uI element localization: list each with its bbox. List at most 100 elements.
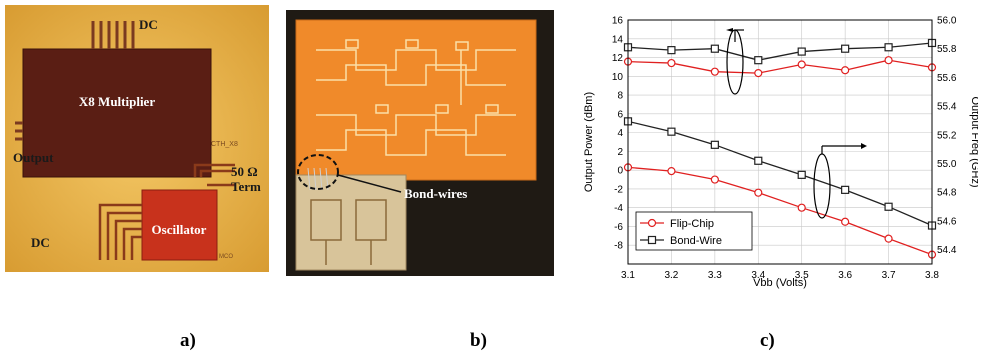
y-right-tick-label: 55.0 [937, 159, 957, 170]
y-tick-label: -8 [614, 241, 623, 252]
y-tick-label: 0 [617, 166, 623, 177]
legend-label-bond-wire: Bond-Wire [670, 235, 722, 247]
chip-photo-b: Bond-wires [286, 10, 554, 276]
y-right-tick-label: 54.8 [937, 188, 957, 199]
x-tick-label: 3.1 [621, 270, 635, 281]
carrier-traces [310, 199, 387, 265]
label-mco: MCO [219, 254, 233, 260]
label-bond-wires: Bond-wires [404, 186, 467, 201]
y-tick-label: 14 [612, 34, 624, 45]
data-point-bond-wire [884, 202, 893, 211]
dc-traces-bottom [98, 203, 142, 260]
data-point-bond-wire [710, 44, 719, 53]
data-point-flip-chip [754, 69, 763, 78]
label-chip-id: CTH_X8 [211, 141, 238, 148]
y-tick-label: 16 [612, 16, 624, 27]
y-right-tick-label: 56.0 [937, 16, 957, 27]
panel-a-chip-photo: DC X8 Multiplier Output CTH_X8 50 Ω Term… [5, 5, 269, 272]
data-point-bond-wire [667, 46, 676, 55]
multiplier-block [22, 48, 212, 178]
annotation-arrow-right-head [861, 143, 867, 149]
x-tick-label: 3.2 [664, 270, 678, 281]
data-point-flip-chip [797, 203, 806, 212]
flip-chip-die [295, 19, 537, 181]
x-tick-label: 3.3 [708, 270, 722, 281]
data-point-bond-wire [754, 56, 763, 65]
y-tick-label: 4 [617, 128, 623, 139]
chart-ticks: 3.1 3.2 3.3 3.4 3.5 3.6 3.7 3.8 16 14 12 10 8 6 4 2 0 -2 -… [612, 16, 957, 282]
data-point-bond-wire [754, 156, 763, 165]
annotation-arrow-left-head [726, 28, 733, 32]
y-right-tick-label: 54.6 [937, 216, 957, 227]
data-point-flip-chip [797, 60, 806, 69]
y-tick-label: -4 [614, 203, 623, 214]
chip-photo-a: DC X8 Multiplier Output CTH_X8 50 Ω Term… [5, 5, 269, 272]
data-point-flip-chip [754, 188, 763, 197]
y-tick-label: 10 [612, 72, 624, 83]
label-output: Output [13, 150, 54, 165]
y-axis-label: Output Power (dBm) [583, 92, 595, 192]
legend-label-flip-chip: Flip-Chip [670, 218, 714, 230]
data-point-bond-wire [841, 44, 850, 53]
data-point-flip-chip [710, 175, 719, 184]
y-right-tick-label: 55.4 [937, 102, 957, 113]
legend-marker-bond-wire [647, 235, 657, 245]
x-tick-label: 3.4 [751, 270, 765, 281]
caption-c: c) [760, 330, 775, 351]
legend-marker-flip-chip [647, 218, 657, 228]
bond-wire-pointer [337, 174, 402, 193]
label-dc-bottom: DC [31, 235, 50, 250]
dc-pads-top [91, 21, 135, 49]
term-traces [193, 163, 235, 187]
series-line-flip-chip-right [627, 59, 933, 74]
series-line-bond-wire-left [627, 120, 933, 227]
label-term: Term [231, 179, 261, 194]
y-right-tick-label: 54.4 [937, 245, 957, 256]
y-tick-label: 12 [612, 53, 624, 64]
y-right-tick-label: 55.6 [937, 73, 957, 84]
series-line-flip-chip-left [627, 166, 933, 256]
y-tick-label: -2 [614, 184, 623, 195]
data-point-bond-wire [797, 47, 806, 56]
y-axis-label-right: Output Freq (GHz) [969, 96, 978, 187]
label-x8-multiplier: X8 Multiplier [79, 94, 155, 109]
data-point-flip-chip [841, 217, 850, 226]
oscillator-block [141, 189, 218, 261]
annotation-ellipse-right [813, 153, 831, 219]
data-point-bond-wire [797, 170, 806, 179]
bond-wire-highlight [297, 154, 339, 190]
label-50-ohm: 50 Ω [231, 164, 258, 179]
x-tick-label: 3.8 [925, 270, 939, 281]
data-point-flip-chip [710, 67, 719, 76]
x-tick-label: 3.7 [882, 270, 896, 281]
series-line-bond-wire-right [627, 42, 933, 61]
data-point-bond-wire [710, 140, 719, 149]
legend-box [635, 211, 753, 251]
y-tick-label: 2 [617, 147, 623, 158]
data-point-flip-chip [884, 56, 893, 65]
x-axis-label: Vbb (Volts) [753, 277, 807, 289]
output-power-chart: 3.1 3.2 3.3 3.4 3.5 3.6 3.7 3.8 16 14 12 10 8 6 4 2 0 -2 -… [583, 16, 981, 290]
y-tick-label: 6 [617, 109, 623, 120]
data-point-flip-chip [667, 166, 676, 176]
y-right-tick-label: 55.8 [937, 44, 957, 55]
chart-legend: Flip-Chip Bond-Wire [635, 211, 753, 251]
caption-a: a) [180, 330, 196, 351]
output-pads [15, 121, 23, 141]
data-point-flip-chip [667, 58, 676, 68]
data-point-flip-chip [884, 234, 893, 243]
panel-b-bond-photo: Bond-wires [286, 10, 554, 276]
panel-c-chart: 3.1 3.2 3.3 3.4 3.5 3.6 3.7 3.8 16 14 12 10 8 6 4 2 0 -2 -… [578, 4, 981, 294]
carrier-board [295, 174, 407, 271]
x-tick-label: 3.5 [795, 270, 809, 281]
data-point-flip-chip [841, 66, 850, 75]
x-tick-label: 3.6 [838, 270, 852, 281]
y-right-tick-label: 55.2 [937, 130, 957, 141]
data-point-bond-wire [667, 127, 676, 136]
y-tick-label: -6 [614, 222, 623, 233]
die-circuitry [316, 39, 516, 156]
data-point-bond-wire [884, 43, 893, 52]
y-tick-label: 8 [617, 91, 623, 102]
label-dc-top: DC [139, 17, 158, 32]
data-point-bond-wire [841, 185, 850, 194]
